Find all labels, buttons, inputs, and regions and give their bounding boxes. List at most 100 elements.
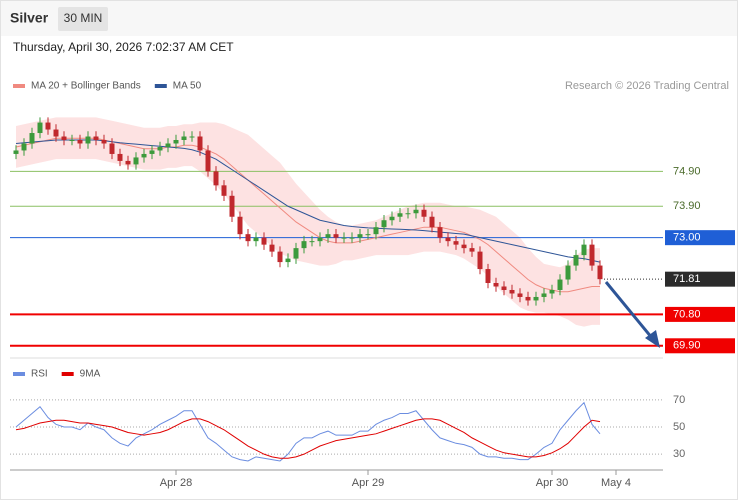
candle-body [453,241,459,245]
indicator-line [15,401,601,462]
candle-body [389,216,395,221]
candle-body [589,244,595,266]
legend-label: MA 20 + Bollinger Bands [31,81,141,92]
candle-body [205,150,211,172]
level-label-box [665,306,735,322]
legend-swatch [154,84,167,88]
candle-body [93,136,99,140]
legend-label: 9MA [80,369,101,380]
candle-body [565,265,571,280]
level-label: 74.90 [673,165,701,177]
candle-body [277,251,283,263]
candle-body [365,234,371,236]
candle-body [509,289,515,294]
moving-average [15,139,601,263]
candle-body [517,293,523,297]
timeframe-box[interactable] [58,7,108,31]
candle-body [573,255,579,266]
candle-body [253,237,259,242]
candle-body [269,244,275,252]
x-tick-label: Apr 29 [352,477,384,489]
candle-body [213,171,219,186]
candle-body [101,139,107,144]
candle-body [61,136,67,140]
candle-body [341,237,347,239]
x-tick-label: May 4 [601,477,631,489]
candle-body [29,133,35,144]
candle-body [549,289,555,294]
candle-body [21,143,27,151]
legend-label: RSI [31,369,48,380]
candle-body [525,296,531,301]
candle-body [533,296,539,301]
candle-body [461,244,467,249]
candle-body [381,220,387,228]
candle-body [413,209,419,214]
candle-body [181,136,187,140]
candle-body [581,244,587,256]
level-label: 73.90 [673,200,701,212]
datetime: Thursday, April 30, 2026 7:02:37 AM CET [13,40,234,54]
candle-body [325,234,331,238]
candle-body [117,153,123,161]
level-label: 69.90 [673,340,701,352]
timeframe[interactable]: 30 MIN [64,11,103,25]
forecast-arrow [604,281,654,339]
legend-swatch [61,372,74,376]
candle-body [109,143,115,154]
candle-body [541,293,547,297]
candle-body [125,160,131,165]
candle-body [309,241,315,243]
candle-body [317,237,323,242]
candle-body [53,129,59,137]
candle-body [421,209,427,217]
forecast-arrowhead [645,330,660,348]
candle-body [197,136,203,151]
candle-body [245,234,251,242]
candle-body [69,139,75,141]
candle-body [157,146,163,151]
candle-body [229,195,235,217]
candle-body [189,136,195,138]
candle-body [173,139,179,144]
candle-body [445,237,451,242]
candle-body [437,227,443,238]
y-tick-label: 50 [673,421,685,433]
candle-body [45,122,51,130]
level-label-box [665,338,735,354]
candle-body [469,248,475,252]
level-label-box [665,230,735,246]
candle-body [237,216,243,235]
legend-swatch [13,372,25,376]
x-tick-label: Apr 28 [160,477,192,489]
candle-body [333,234,339,238]
y-tick-label: 70 [673,394,685,406]
level-label-box [665,271,735,287]
credit: Research © 2026 Trading Central [565,80,729,92]
candle-body [85,136,91,144]
candle-body [13,150,19,154]
candle-body [557,279,563,290]
legend-swatch [13,84,25,88]
candle-body [293,248,299,259]
bollinger-band [16,117,600,327]
candle-body [285,258,291,263]
candle-body [493,283,499,287]
level-label: 70.80 [673,308,701,320]
candle-body [301,241,307,249]
candle-body [221,185,227,196]
candle-body [597,265,603,280]
candle-body [149,150,155,154]
candle-body [373,227,379,235]
candle-body [165,143,171,147]
candle-body [477,251,483,270]
candle-body [501,286,507,290]
candle-body [141,153,147,158]
candle-body [485,269,491,284]
candle-body [133,157,139,165]
indicator-line [15,418,601,459]
header-bar [1,1,737,36]
title: Silver [10,10,49,26]
